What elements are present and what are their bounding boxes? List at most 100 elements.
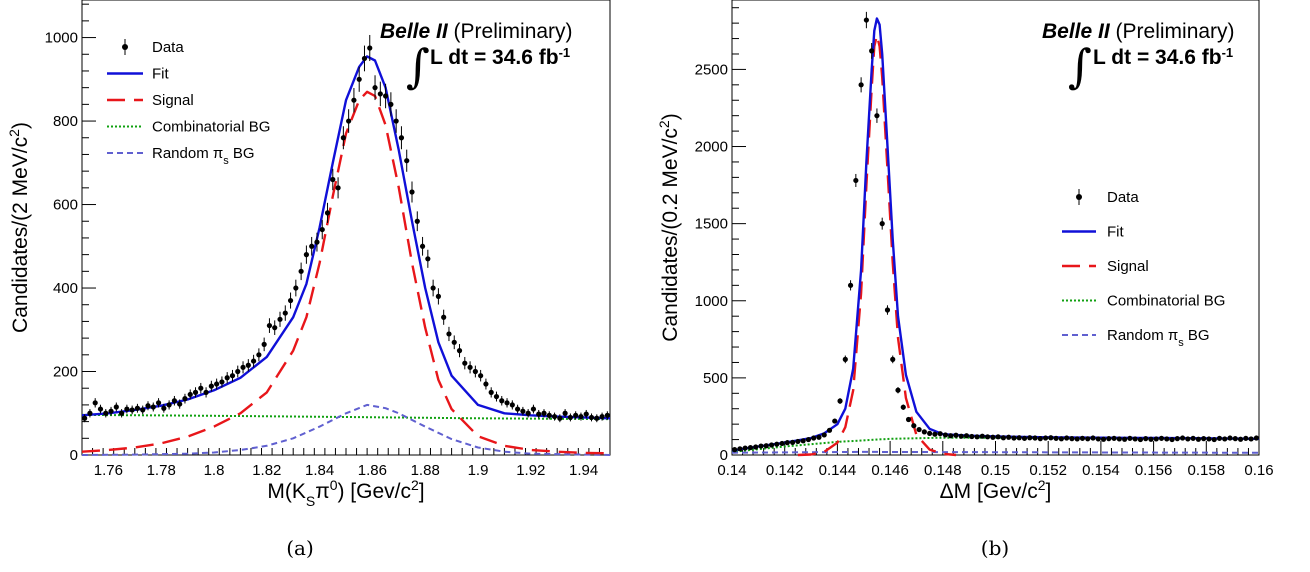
x-axis-label: M(KSπ0) [Gev/c2]	[267, 477, 424, 509]
data-point	[335, 185, 341, 191]
data-point	[927, 430, 933, 437]
y-tick-label: 2500	[695, 61, 728, 78]
x-tick-label: 1.76	[94, 462, 123, 479]
legend-random-label: Random πs BG	[152, 145, 255, 167]
y-axis-label-sup: 2	[6, 129, 22, 137]
data-point	[245, 362, 251, 368]
y-axis-label-text: Candidates/(0.2 MeV/c	[659, 128, 682, 342]
data-point	[753, 444, 759, 450]
data-point	[509, 402, 515, 408]
x-axis-label-sub: S	[306, 493, 315, 509]
data-point	[1079, 435, 1086, 441]
data-point	[937, 431, 943, 437]
data-point	[140, 407, 146, 413]
data-point	[261, 341, 267, 347]
data-point	[324, 210, 331, 216]
data-point	[916, 426, 922, 433]
data-point	[229, 373, 236, 379]
data-point	[963, 433, 970, 439]
data-point	[1148, 436, 1154, 442]
data-point	[515, 406, 521, 412]
data-point	[319, 226, 325, 233]
data-point	[811, 435, 817, 441]
data-point	[1179, 435, 1186, 441]
data-point	[1248, 436, 1254, 442]
legend-label-sub: s	[1178, 337, 1184, 349]
data-point	[1216, 435, 1223, 441]
data-point	[578, 413, 584, 420]
data-point	[155, 400, 162, 406]
x-tick-label: 1.9	[468, 462, 489, 479]
x-tick-label: 0.158	[1188, 462, 1226, 479]
experiment-name: Belle II	[1042, 20, 1111, 43]
x-tick-label: 0.146	[871, 462, 909, 479]
data-point	[414, 218, 420, 224]
data-point	[493, 393, 500, 400]
data-point	[499, 398, 505, 404]
x-axis-label: ΔM [Gev/c2]	[940, 477, 1052, 503]
data-point	[583, 411, 589, 417]
data-point	[192, 389, 199, 395]
data-point	[330, 176, 336, 183]
x-tick-label: 1.8	[204, 462, 225, 479]
y-tick-label: 0	[70, 447, 78, 464]
data-point	[979, 433, 985, 439]
luminosity-sup: -1	[1222, 45, 1234, 60]
data-point	[198, 385, 204, 391]
y-tick-label: 500	[703, 370, 728, 387]
data-point	[774, 441, 780, 447]
data-point	[1211, 436, 1217, 443]
x-axis-label-text: ]	[1046, 480, 1052, 503]
legend-label-text: Signal	[1107, 258, 1149, 275]
x-tick-label: 0.152	[1029, 462, 1067, 479]
data-point	[346, 118, 352, 124]
x-tick-label: 1.78	[147, 462, 176, 479]
data-point	[340, 135, 346, 141]
data-point	[594, 415, 600, 421]
data-point	[1021, 435, 1028, 441]
y-tick-label: 1000	[695, 293, 728, 310]
data-point	[790, 439, 796, 445]
x-axis-label-sup: 2	[1038, 477, 1046, 493]
data-point	[1095, 436, 1101, 442]
data-point	[905, 416, 912, 423]
data-point	[932, 431, 938, 437]
data-point	[240, 364, 246, 370]
data-point	[441, 314, 447, 320]
data-point	[1100, 436, 1107, 442]
x-axis-label-text: ) [Gev/c	[337, 480, 411, 503]
data-point	[372, 85, 378, 91]
data-point	[293, 285, 299, 291]
x-axis-label-sup: 2	[411, 477, 419, 493]
x-tick-label: 1.82	[252, 462, 281, 479]
y-tick-label: 600	[53, 197, 78, 214]
legend-data-label: Data	[152, 39, 184, 56]
data-point	[1195, 436, 1201, 442]
legend-label-text: Signal	[152, 92, 194, 109]
data-point	[1011, 435, 1017, 441]
data-point	[224, 375, 230, 381]
data-point	[1069, 436, 1075, 442]
data-point	[1153, 436, 1159, 442]
data-point	[303, 252, 309, 258]
data-point	[536, 411, 542, 417]
data-point	[1127, 435, 1133, 441]
data-point	[562, 410, 568, 416]
data-point	[863, 17, 869, 23]
data-point	[1058, 436, 1064, 442]
data-point	[219, 379, 225, 385]
experiment-status: (Preliminary)	[448, 20, 573, 43]
data-point	[525, 410, 531, 416]
data-point	[419, 243, 426, 249]
y-axis-label: Candidates/(2 MeV/c2)	[6, 122, 32, 333]
x-tick-label: 1.94	[569, 462, 598, 479]
data-point	[530, 406, 537, 412]
data-point	[377, 91, 383, 97]
data-point	[1122, 436, 1128, 442]
x-axis-label-text: M(K	[267, 480, 306, 503]
x-tick-label: 0.148	[924, 462, 962, 479]
data-point	[969, 433, 975, 440]
legend-label-text: Random π	[1107, 327, 1178, 344]
y-tick-label: 1500	[695, 216, 728, 233]
data-point	[97, 406, 104, 412]
